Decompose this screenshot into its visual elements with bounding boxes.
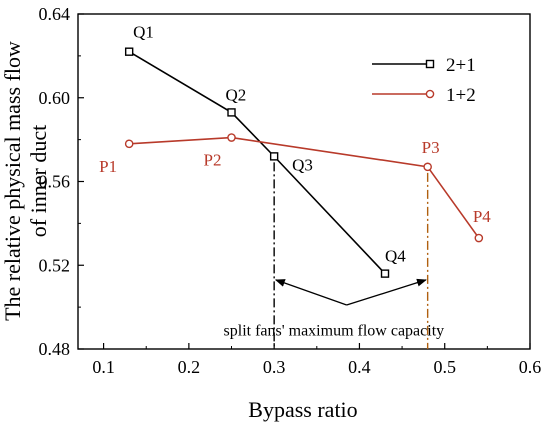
x-tick-label: 0.3 [263, 357, 286, 377]
data-point-label: Q4 [385, 247, 406, 266]
y-tick-label: 0.56 [39, 172, 71, 192]
data-point-marker [474, 233, 484, 243]
y-tick-label: 0.52 [39, 255, 71, 275]
annotation-arrow [274, 279, 347, 306]
data-point-label: P4 [473, 207, 491, 226]
data-point-marker [380, 269, 390, 278]
y-tick-label: 0.48 [39, 339, 71, 359]
x-tick-label: 0.5 [433, 357, 456, 377]
x-axis-title: Bypass ratio [248, 397, 357, 422]
legend-marker [425, 59, 435, 69]
series-line [129, 136, 480, 239]
data-point-label: P2 [204, 151, 222, 170]
y-axis-title-line-2: of inner duct [26, 125, 51, 237]
annotation-text: split fans' maximum flow capacity [224, 322, 445, 339]
y-tick-label: 0.64 [39, 4, 71, 24]
data-point-marker [269, 152, 279, 161]
x-tick-label: 0.2 [178, 357, 201, 377]
annotation-arrow [346, 278, 427, 306]
x-tick-label: 0.1 [92, 357, 115, 377]
data-point-marker [227, 133, 236, 142]
data-point-label: Q1 [133, 23, 154, 42]
data-point-marker [423, 162, 432, 172]
y-axis-title-line-1: The relative physical mass flow [0, 41, 25, 321]
y-tick-label: 0.60 [39, 88, 71, 108]
data-point-marker [124, 47, 134, 56]
data-point-label: Q2 [226, 85, 247, 104]
legend-label: 2+1 [446, 55, 476, 76]
series-line [128, 50, 386, 275]
data-point-label: Q3 [292, 155, 313, 174]
x-tick-label: 0.4 [348, 357, 371, 377]
data-point-label: P1 [99, 157, 117, 176]
legend-label: 1+2 [446, 85, 476, 106]
data-point-marker [227, 108, 236, 117]
data-point-label: P3 [422, 138, 440, 157]
data-point-marker [124, 139, 134, 149]
x-tick-label: 0.6 [519, 357, 542, 377]
legend-marker [425, 89, 435, 99]
